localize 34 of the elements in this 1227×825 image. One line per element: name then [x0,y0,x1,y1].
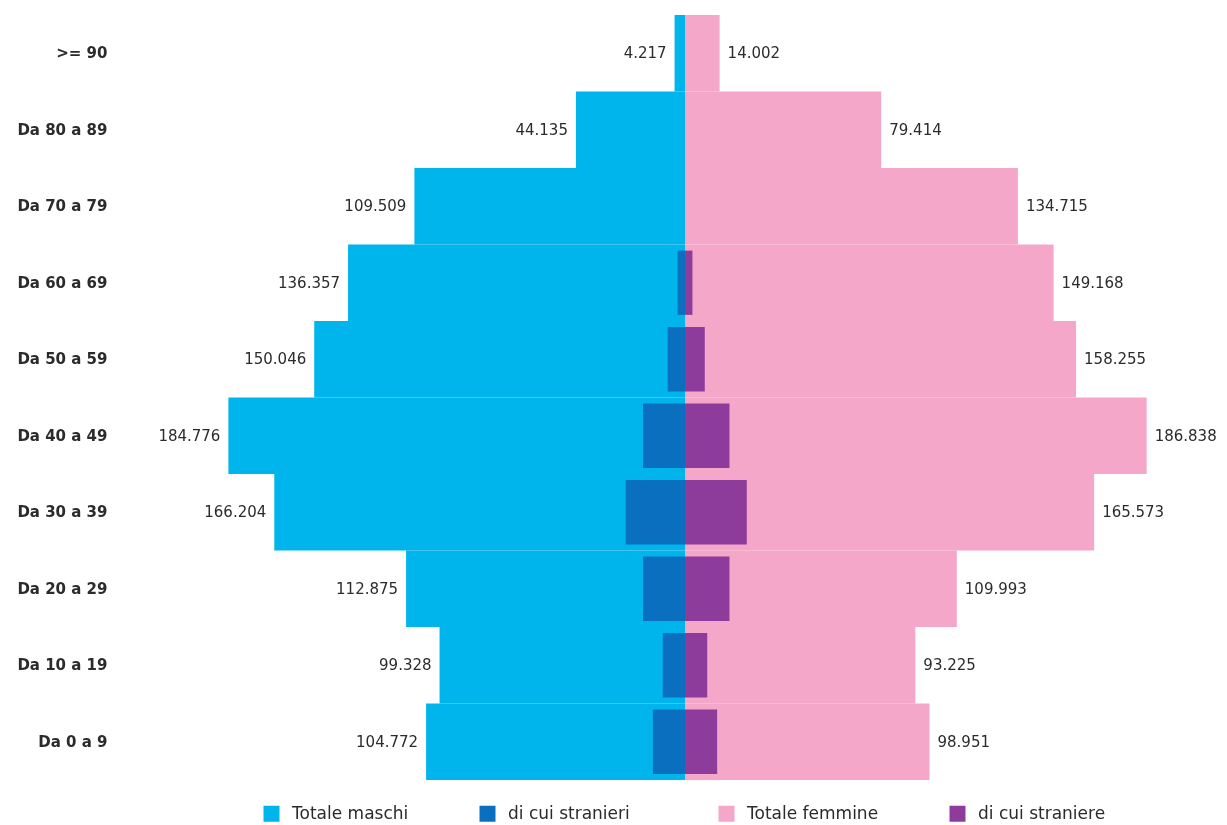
data-label: 134.715 [1025,197,1088,216]
data-label: 184.776 [158,426,221,445]
data-label: 104.772 [356,732,419,751]
y-tick-label: Da 50 a 59 [17,350,108,369]
data-label: 136.357 [278,273,341,292]
y-tick-label: >= 90 [56,44,108,63]
y-tick-label: Da 0 a 9 [38,732,108,751]
data-label: 98.951 [937,732,991,751]
legend-label: Totale maschi [291,802,409,823]
data-label: 149.168 [1061,273,1124,292]
data-label: 165.573 [1102,503,1165,522]
y-tick-label: Da 40 a 49 [17,426,108,445]
data-label: 150.046 [244,350,307,369]
y-tick-label: Da 70 a 79 [17,197,108,216]
data-label: 158.255 [1084,350,1147,369]
data-label: 44.135 [515,120,568,139]
data-label: 93.225 [923,656,976,675]
y-tick-label: Da 10 a 19 [17,656,108,675]
data-label: 166.204 [204,503,267,522]
legend-label: di cui stranieri [508,802,630,823]
data-label: 14.002 [727,44,781,63]
y-tick-label: Da 80 a 89 [17,120,108,139]
legend-label: di cui straniere [978,802,1106,823]
y-tick-label: Da 60 a 69 [17,273,108,292]
legend-label: Totale femmine [746,802,879,823]
data-label: 4.217 [623,44,667,63]
data-label: 79.414 [889,120,942,139]
y-tick-label: Da 20 a 29 [17,579,108,598]
data-label: 109.509 [344,197,407,216]
data-label: 109.993 [964,579,1027,598]
data-label: 112.875 [336,579,399,598]
y-tick-label: Da 30 a 39 [17,503,108,522]
data-label: 99.328 [379,656,432,675]
data-label: 186.838 [1154,426,1217,445]
